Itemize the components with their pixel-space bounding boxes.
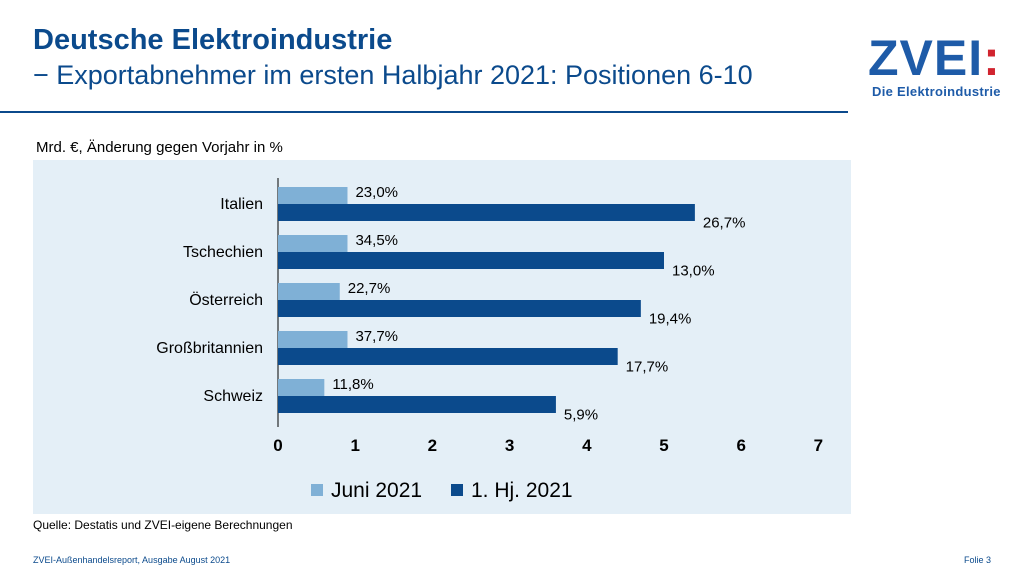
data-label: 11,8% xyxy=(332,376,373,393)
legend-swatch xyxy=(311,484,323,496)
slide-title: Deutsche Elektroindustrie xyxy=(33,24,393,56)
bar-halbjahr xyxy=(278,204,695,221)
data-label: 22,7% xyxy=(348,280,391,297)
bar-juni xyxy=(278,187,348,204)
category-label: Großbritannien xyxy=(156,340,263,357)
data-label: 26,7% xyxy=(703,214,746,231)
bar-halbjahr xyxy=(278,348,618,365)
logo-word: ZVEI xyxy=(868,30,984,86)
x-tick-label: 4 xyxy=(582,436,592,455)
source-note: Quelle: Destatis und ZVEI-eigene Berechn… xyxy=(33,518,293,532)
category-label: Österreich xyxy=(189,291,263,309)
chart-panel: Italien 23,0% 26,7% Tschechien 34,5% 13,0% Öst… xyxy=(33,160,851,514)
slide-subtitle: − Exportabnehmer im ersten Halbjahr 2021… xyxy=(33,60,753,90)
data-label: 17,7% xyxy=(626,358,669,375)
bar-halbjahr xyxy=(278,300,641,317)
bar-halbjahr xyxy=(278,252,664,269)
zvei-logo: ZVEI: Die Elektroindustrie xyxy=(868,30,1008,102)
unit-label: Mrd. €, Änderung gegen Vorjahr in % xyxy=(36,139,283,156)
x-tick-label: 3 xyxy=(505,436,514,455)
bar-chart: Italien 23,0% 26,7% Tschechien 34,5% 13,0% Öst… xyxy=(156,178,823,502)
x-tick-label: 6 xyxy=(736,436,745,455)
title-rule xyxy=(0,111,848,113)
bar-juni xyxy=(278,331,348,348)
data-label: 19,4% xyxy=(649,310,692,327)
x-tick-label: 1 xyxy=(350,436,359,455)
legend-swatch xyxy=(451,484,463,496)
x-tick-label: 0 xyxy=(273,436,282,455)
category-label: Italien xyxy=(220,196,263,213)
legend-entry: Juni 2021 xyxy=(331,479,422,502)
footer-report: ZVEI-Außenhandelsreport, Ausgabe August … xyxy=(33,555,231,565)
x-tick-label: 7 xyxy=(814,436,823,455)
legend-entry: 1. Hj. 2021 xyxy=(471,479,573,502)
category-label: Schweiz xyxy=(203,388,263,405)
data-label: 37,7% xyxy=(355,328,398,345)
bar-juni xyxy=(278,379,325,396)
x-tick-label: 5 xyxy=(659,436,668,455)
logo-tagline: Die Elektroindustrie xyxy=(872,84,1001,99)
data-label: 34,5% xyxy=(355,232,398,249)
logo-wordmark: ZVEI: xyxy=(868,30,1001,86)
data-label: 23,0% xyxy=(355,184,398,201)
bar-juni xyxy=(278,235,348,252)
logo-colon: : xyxy=(983,30,1001,86)
bar-halbjahr xyxy=(278,396,556,413)
data-label: 13,0% xyxy=(672,262,715,279)
x-tick-label: 2 xyxy=(428,436,437,455)
footer-slide-number: Folie 3 xyxy=(963,555,991,565)
bar-juni xyxy=(278,283,340,300)
category-label: Tschechien xyxy=(183,244,263,261)
data-label: 5,9% xyxy=(564,406,598,423)
